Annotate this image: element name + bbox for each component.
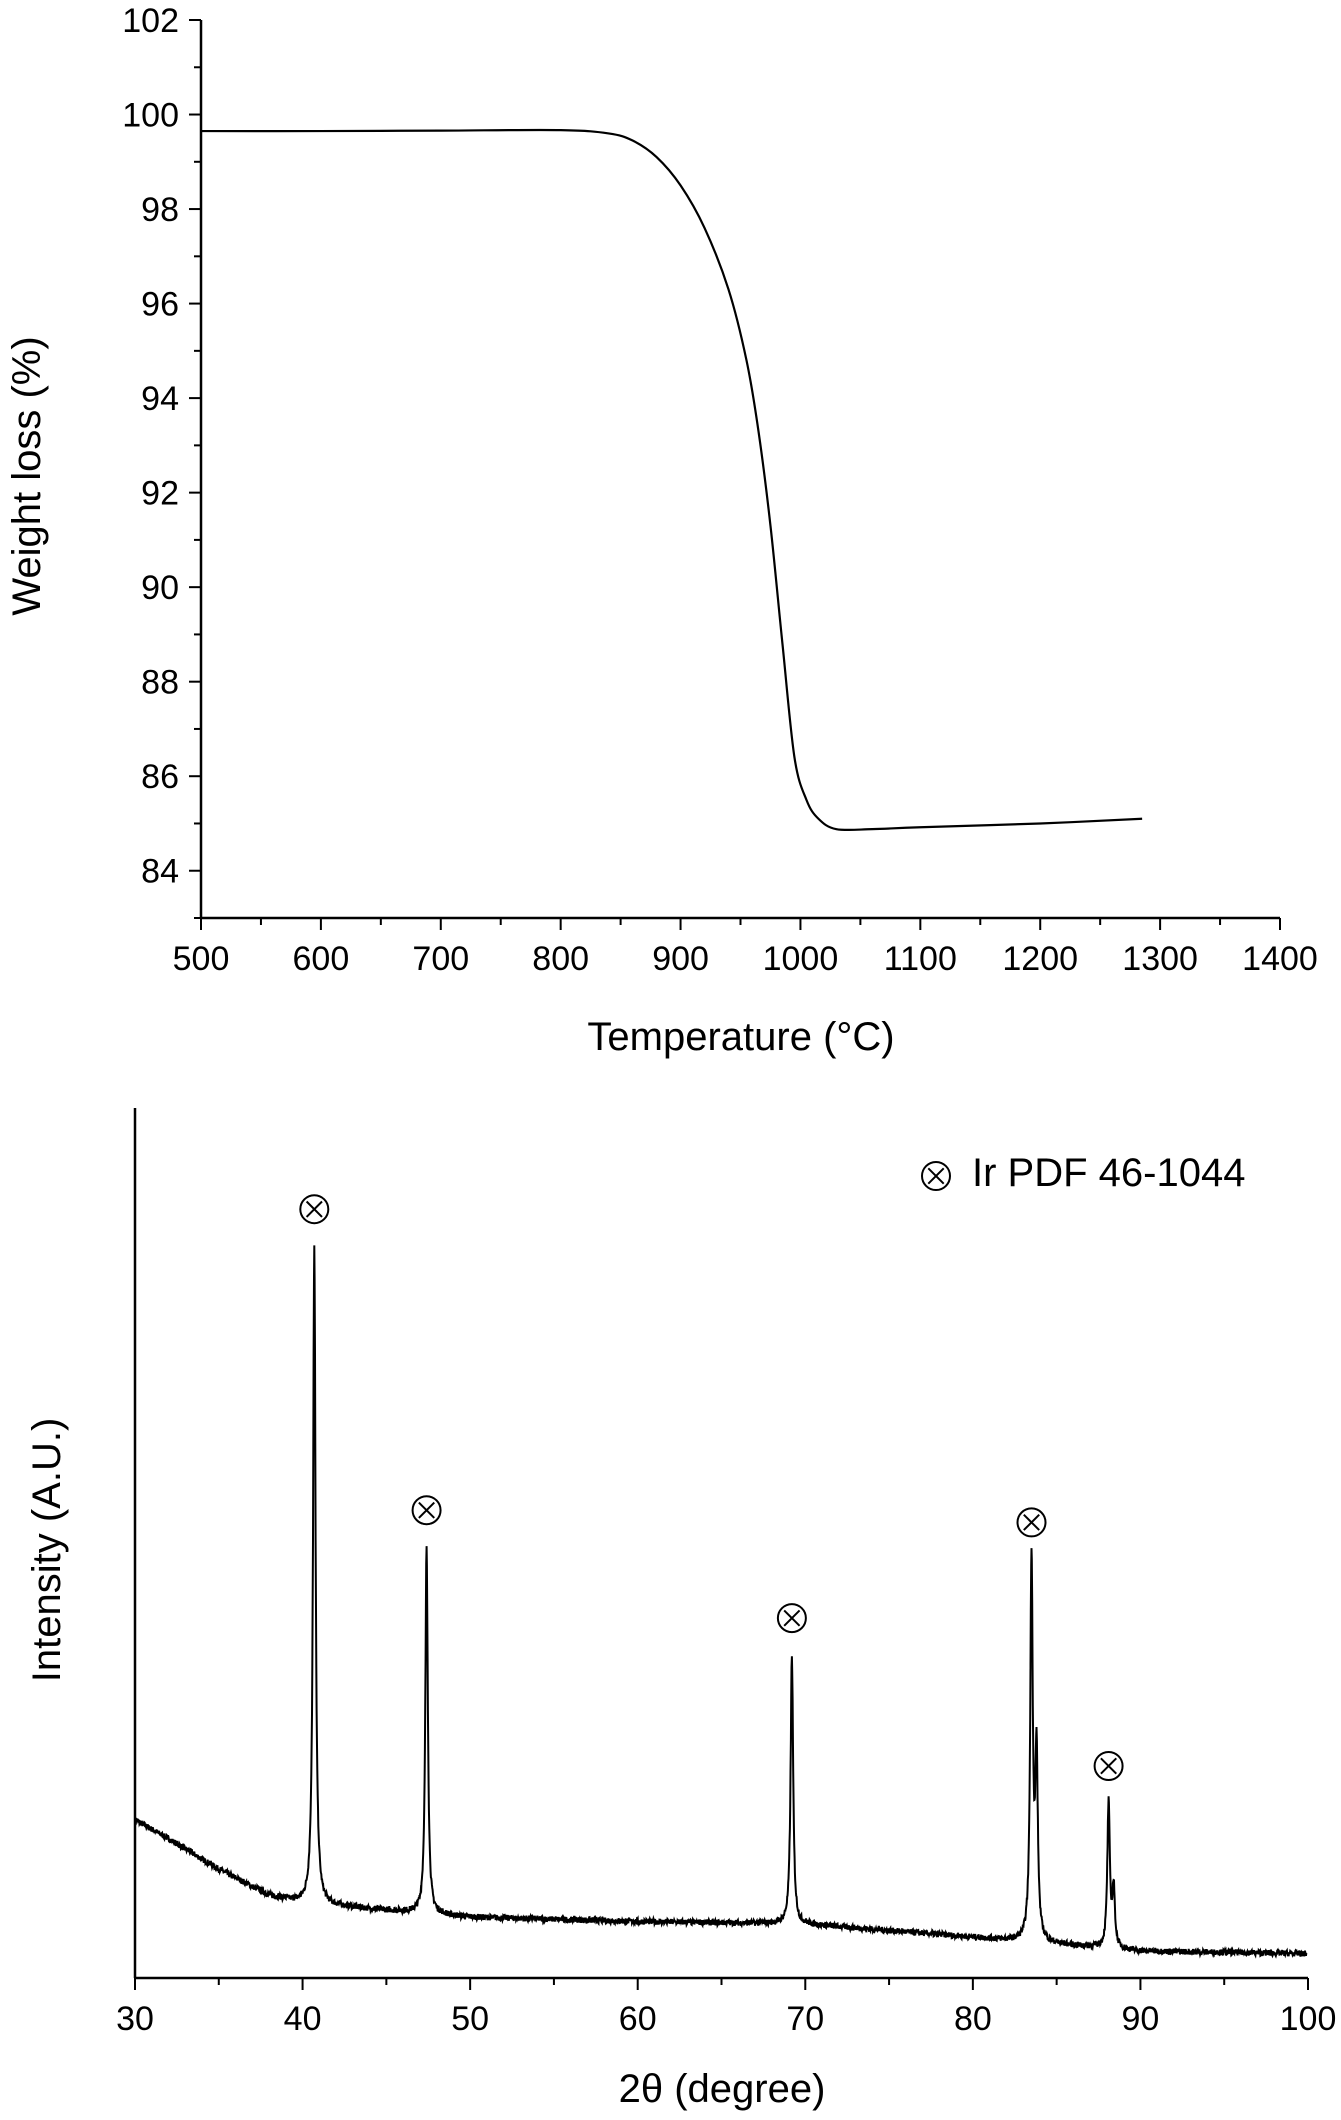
tga-y-tick-label: 88 [141,664,179,702]
tga-y-tick-label: 84 [141,853,179,891]
cross-line [1023,1513,1040,1531]
xrd-x-tick-label: 50 [451,2000,489,2038]
peak-marker-circled-x-icon [1093,1751,1124,1781]
xrd-x-tick-label: 40 [284,2000,322,2038]
xrd-series-line [134,1245,1308,1959]
xrd-x-axis-title: 2θ (degree) [619,2067,826,2111]
tga-axes [189,19,1281,930]
xrd-peak-markers [299,1194,1124,1781]
tga-x-tick-label: 1200 [1002,940,1078,978]
cross-line [927,1167,945,1185]
tga-series-line [200,128,1143,832]
tga-y-tick-label: 96 [141,286,179,324]
tga-x-tick-label: 900 [652,940,709,978]
tga-x-tick-labels: 500 600 700 800 900 1000 1100 1200 1300 1400 [173,940,1318,978]
circled-x-icon [921,1161,951,1191]
tga-x-tick-label: 700 [412,940,469,978]
tga-x-tick-label: 1400 [1242,940,1318,978]
tga-y-tick-label: 98 [141,191,179,229]
tga-chart: 500 600 700 800 900 1000 1100 1200 1300 1400 84 86… [5,2,1318,1059]
tga-x-tick-label: 1300 [1122,940,1198,978]
circle [299,1194,330,1225]
xrd-x-tick-label: 70 [786,2000,824,2038]
tga-x-tick-label: 500 [173,940,230,978]
tga-y-axis-title: Weight loss (%) [5,336,49,615]
peak-marker-circled-x-icon [1016,1507,1047,1538]
xrd-axes [133,1108,1309,1990]
circle [411,1495,442,1526]
tga-y-tick-label: 92 [141,475,179,513]
tga-x-tick-label: 600 [293,940,350,978]
tga-y-tick-label: 90 [141,569,179,607]
circle [921,1161,951,1191]
circle [1016,1507,1047,1538]
xrd-x-tick-label: 30 [116,2000,154,2038]
legend: Ir PDF 46-1044 [921,1151,1245,1195]
tga-x-tick-label: 800 [532,940,589,978]
xrd-x-tick-label: 100 [1280,2000,1337,2038]
tga-y-tick-label: 86 [141,758,179,796]
xrd-y-axis-title: Intensity (A.U.) [25,1418,69,1683]
tga-y-tick-label: 102 [122,2,179,40]
legend-label: Ir PDF 46-1044 [972,1151,1245,1195]
tga-y-tick-label: 100 [122,97,179,135]
tga-x-tick-label: 1100 [884,940,957,978]
tga-x-tick-label: 1000 [763,940,839,978]
peak-marker-circled-x-icon [776,1603,807,1634]
cross-line [783,1609,801,1627]
xrd-x-tick-label: 90 [1122,2000,1160,2038]
xrd-x-tick-label: 80 [954,2000,992,2038]
tga-y-tick-label: 94 [141,380,179,418]
cross-line [418,1501,435,1519]
xrd-x-tick-labels: 30 40 50 60 70 80 90 100 [116,2000,1336,2038]
xrd-x-tick-label: 60 [619,2000,657,2038]
tga-x-axis-title: Temperature (°C) [587,1015,894,1059]
xrd-chart: 30 40 50 60 70 80 90 100 Ir PDF 46-1044 2θ (deg… [25,1108,1336,2111]
tga-y-tick-labels: 84 86 88 90 92 94 96 98 100 102 [122,2,179,891]
cross-line [1100,1757,1117,1775]
cross-line [305,1200,323,1218]
circle [776,1603,807,1634]
circle [1093,1751,1124,1781]
peak-marker-circled-x-icon [299,1194,330,1225]
peak-marker-circled-x-icon [411,1495,442,1526]
legend-circled-x-icon [921,1161,951,1191]
